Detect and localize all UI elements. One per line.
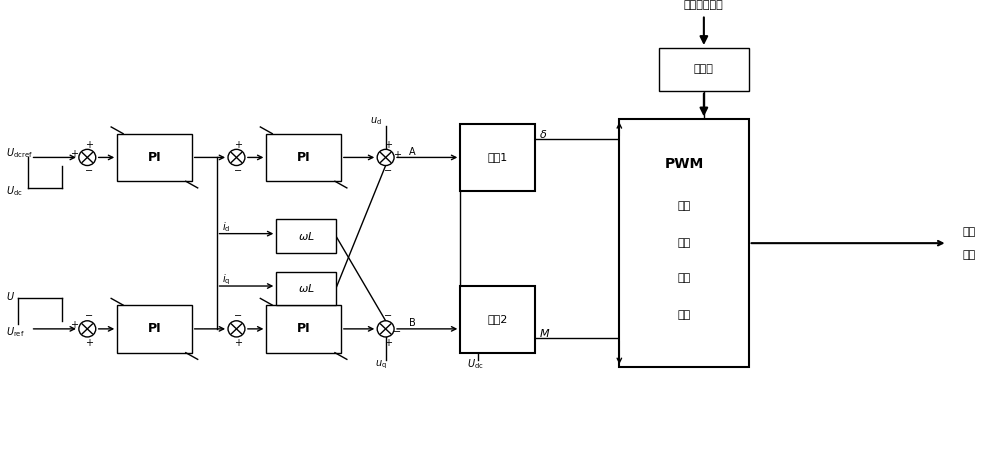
- Text: $U_\mathrm{ref}$: $U_\mathrm{ref}$: [6, 325, 24, 339]
- Text: +: +: [384, 338, 392, 348]
- Circle shape: [79, 321, 96, 337]
- Bar: [460, 124, 535, 191]
- Text: $M$: $M$: [539, 327, 550, 339]
- Text: −: −: [234, 166, 243, 176]
- Text: $i_\mathrm{q}$: $i_\mathrm{q}$: [222, 272, 230, 286]
- Bar: [276, 272, 336, 305]
- Text: PWM: PWM: [664, 157, 704, 171]
- Text: PI: PI: [148, 151, 161, 164]
- Circle shape: [228, 149, 245, 166]
- Text: +: +: [234, 140, 242, 150]
- Text: PI: PI: [297, 151, 310, 164]
- Text: PI: PI: [148, 322, 161, 335]
- Text: +: +: [234, 338, 242, 348]
- Circle shape: [377, 149, 394, 166]
- Circle shape: [377, 321, 394, 337]
- Circle shape: [228, 321, 245, 337]
- Text: +: +: [70, 149, 78, 159]
- Bar: [460, 286, 535, 352]
- Text: 触发: 触发: [677, 201, 691, 211]
- Text: 产生: 产生: [677, 273, 691, 283]
- Text: −: −: [85, 166, 93, 176]
- Bar: [266, 305, 341, 352]
- Bar: [619, 120, 749, 367]
- Bar: [659, 48, 749, 91]
- Text: −: −: [85, 311, 93, 321]
- Text: $u_\mathrm{d}$: $u_\mathrm{d}$: [370, 115, 382, 127]
- Text: +: +: [393, 150, 401, 159]
- Circle shape: [79, 149, 96, 166]
- Bar: [266, 133, 341, 181]
- Text: +: +: [85, 338, 93, 348]
- Text: 锁相环: 锁相环: [694, 64, 714, 74]
- Text: −: −: [384, 166, 392, 176]
- Text: −: −: [393, 327, 401, 337]
- Text: −: −: [384, 311, 392, 321]
- Text: 模块: 模块: [677, 310, 691, 320]
- Text: 交流母线电压: 交流母线电压: [684, 0, 724, 10]
- Bar: [276, 219, 336, 252]
- Text: $i_\mathrm{d}$: $i_\mathrm{d}$: [222, 220, 230, 234]
- Text: 单元2: 单元2: [487, 314, 508, 325]
- Text: 单元1: 单元1: [487, 153, 508, 162]
- Text: +: +: [85, 140, 93, 150]
- Text: +: +: [70, 320, 78, 330]
- Text: −: −: [234, 311, 243, 321]
- Text: $U$: $U$: [6, 290, 15, 301]
- Text: $\omega L$: $\omega L$: [298, 282, 315, 294]
- Text: $u_\mathrm{q}$: $u_\mathrm{q}$: [375, 359, 387, 371]
- Text: $\delta$: $\delta$: [539, 128, 547, 140]
- Text: +: +: [384, 140, 392, 150]
- Text: B: B: [409, 318, 416, 328]
- Text: 触发: 触发: [962, 227, 976, 237]
- Text: 脉冲: 脉冲: [677, 238, 691, 248]
- Text: 信号: 信号: [962, 250, 976, 259]
- Text: $U_\mathrm{dc}$: $U_\mathrm{dc}$: [467, 357, 484, 371]
- Text: $\omega L$: $\omega L$: [298, 230, 315, 242]
- Text: $U_\mathrm{dc}$: $U_\mathrm{dc}$: [6, 184, 23, 198]
- Text: $U_\mathrm{dcref}$: $U_\mathrm{dcref}$: [6, 146, 33, 159]
- Bar: [117, 305, 192, 352]
- Text: PI: PI: [297, 322, 310, 335]
- Text: A: A: [409, 147, 416, 157]
- Bar: [117, 133, 192, 181]
